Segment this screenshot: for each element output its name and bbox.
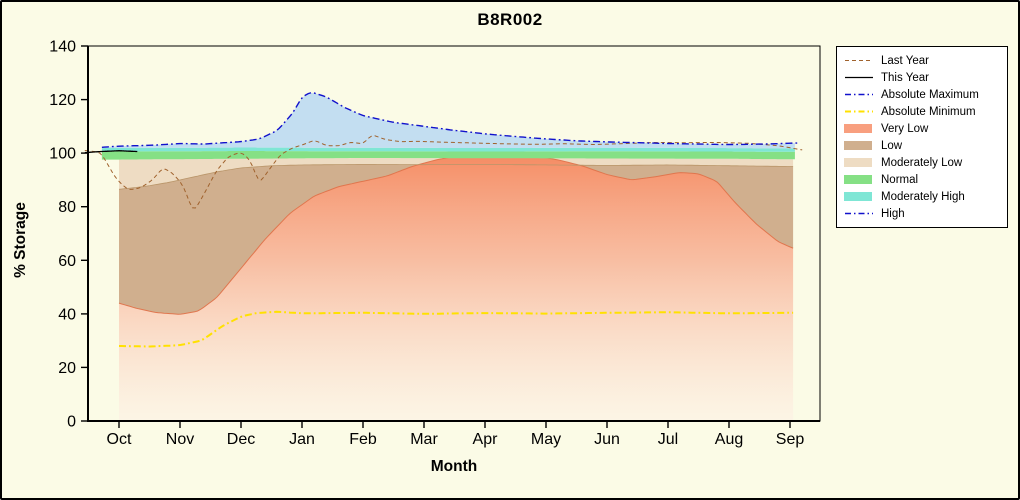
x-tick-label: Dec: [227, 431, 255, 448]
y-tick-label: 60: [58, 253, 76, 270]
x-tick-label: Jun: [594, 431, 620, 448]
last-year-swatch: [844, 55, 874, 66]
low-swatch: [844, 141, 874, 150]
band-high: [101, 93, 795, 149]
legend-label: Absolute Minimum: [881, 105, 976, 118]
legend-item-normal: Normal: [844, 171, 1000, 188]
legend-label: Very Low: [881, 122, 929, 135]
x-tick-label: Nov: [166, 431, 194, 448]
legend-item-last-year: Last Year: [844, 52, 1000, 69]
legend-label: Last Year: [881, 54, 929, 67]
moderately-low-swatch: [844, 158, 874, 167]
x-tick-label: Sep: [776, 431, 805, 448]
legend: Last Year This Year Absolute Maximum Absolu…: [836, 46, 1008, 228]
band-low: [119, 153, 794, 315]
legend-label: Absolute Maximum: [881, 88, 979, 101]
x-tick-label: Jul: [658, 431, 678, 448]
legend-item-moderately-high: Moderately High: [844, 188, 1000, 205]
band-moderately-high: [101, 147, 795, 152]
y-tick-label: 80: [58, 199, 76, 216]
x-tick-label: Feb: [349, 431, 377, 448]
legend-item-high: High: [844, 205, 1000, 222]
last-year-line: [84, 135, 803, 209]
legend-label: Low: [881, 139, 903, 152]
y-tick-label: 100: [49, 146, 76, 163]
x-tick-label: Apr: [473, 431, 499, 448]
x-tick-label: Oct: [107, 431, 132, 448]
very-low-patch: [844, 124, 872, 133]
absolute-minimum-line: [119, 310, 794, 348]
band-very-low: [119, 153, 794, 421]
this-year-line: [84, 150, 138, 154]
x-tick-label: Mar: [410, 431, 438, 448]
legend-item-absolute-maximum: Absolute Maximum: [844, 86, 1000, 103]
normal-patch: [844, 175, 872, 184]
legend-item-low: Low: [844, 137, 1000, 154]
legend-item-absolute-minimum: Absolute Minimum: [844, 103, 1000, 120]
low-patch: [844, 141, 872, 150]
legend-label: Moderately High: [881, 190, 965, 203]
this-year-swatch: [844, 72, 874, 83]
x-tick-label: Aug: [715, 431, 743, 448]
legend-item-this-year: This Year: [844, 69, 1000, 86]
legend-label: Normal: [881, 173, 919, 186]
y-tick-label: 40: [58, 306, 76, 323]
absolute-minimum-swatch: [844, 106, 874, 117]
legend-label: Moderately Low: [881, 156, 963, 169]
absolute-maximum-line: [101, 91, 800, 148]
x-axis-label: Month: [430, 458, 478, 475]
legend-item-very-low: Very Low: [844, 120, 1000, 137]
very-low-swatch: [844, 124, 874, 133]
band-normal: [101, 151, 795, 160]
x-tick-label: Jan: [289, 431, 315, 448]
low-top-line: [118, 164, 794, 190]
moderately-high-swatch: [844, 192, 874, 201]
legend-label: High: [881, 207, 905, 220]
moderately-high-patch: [844, 192, 872, 201]
y-tick-label: 0: [67, 414, 76, 431]
absolute-maximum-swatch: [844, 89, 874, 100]
y-tick-label: 20: [58, 360, 76, 377]
legend-label: This Year: [881, 71, 929, 84]
y-tick-label: 140: [49, 39, 76, 56]
legend-item-moderately-low: Moderately Low: [844, 154, 1000, 171]
y-tick-label: 120: [49, 92, 76, 109]
chart-title: B8R002: [477, 10, 543, 29]
high-swatch: [844, 208, 874, 219]
moderately-low-patch: [844, 158, 872, 167]
normal-swatch: [844, 175, 874, 184]
x-tick-label: May: [531, 431, 561, 448]
